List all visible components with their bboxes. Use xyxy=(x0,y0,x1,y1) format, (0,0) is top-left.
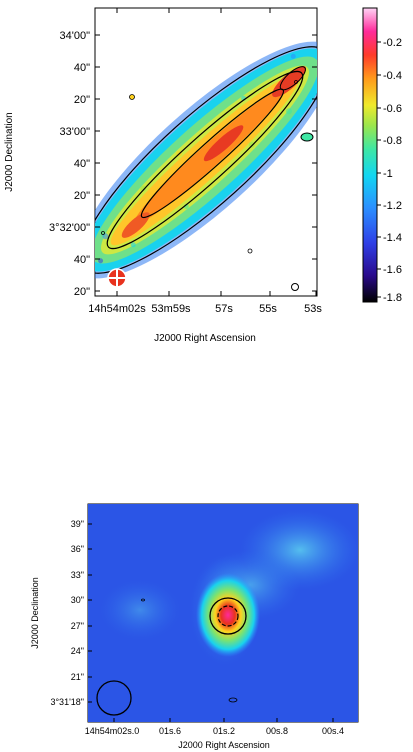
y-tick-label: 33" xyxy=(71,570,84,580)
bottom-figure: 39" 36" 33" 30" 27" 24" 21" 3°31'18" 14h… xyxy=(30,503,359,750)
y-tick-label: 40" xyxy=(74,158,90,170)
colorbar-tick-label: -1 xyxy=(383,168,393,180)
x-tick-label: 14h54m02s xyxy=(88,303,146,315)
x-tick-label: 01s.6 xyxy=(159,726,181,736)
colorbar-tick-label: -1.2 xyxy=(383,200,402,212)
y-tick-label: 34'00" xyxy=(60,30,91,42)
x-tick-label: 55s xyxy=(259,303,277,315)
y-tick-label: 24" xyxy=(71,646,84,656)
top-y-axis: 34'00" 40" 20" 33'00" 40" 20" 3°32'00" 4… xyxy=(49,30,317,298)
beam-ellipse xyxy=(96,680,132,716)
top-figure: 34'00" 40" 20" 33'00" 40" 20" 3°32'00" 4… xyxy=(4,7,402,344)
colorbar-tick-label: -0.6 xyxy=(383,103,402,115)
galaxy-image xyxy=(95,41,317,291)
y-tick-label: 20" xyxy=(74,94,90,106)
x-tick-label: 00s.4 xyxy=(322,726,344,736)
source-cross-marker xyxy=(107,268,127,288)
colorbar-tick-label: -1.6 xyxy=(383,264,402,276)
x-tick-label: 53s xyxy=(304,303,322,315)
top-x-axis: 14h54m02s 53m59s 57s 55s 53s xyxy=(88,8,322,315)
x-tick-label: 57s xyxy=(215,303,233,315)
y-tick-label: 20" xyxy=(74,190,90,202)
x-tick-label: 53m59s xyxy=(151,303,191,315)
x-tick-label: 01s.2 xyxy=(213,726,235,736)
x-tick-label: 00s.8 xyxy=(266,726,288,736)
colorbar-tick-label: -0.8 xyxy=(383,135,402,147)
colorbar-tick-label: -0.2 xyxy=(383,37,402,49)
bottom-y-axis-title: J2000 Declination xyxy=(30,577,40,649)
top-y-axis-title: J2000 Declination xyxy=(4,112,15,192)
y-tick-label: 20" xyxy=(74,286,90,298)
y-tick-label: 21" xyxy=(71,672,84,682)
top-x-axis-title: J2000 Right Ascension xyxy=(154,333,256,344)
colorbar-tick-label: -1.4 xyxy=(383,232,402,244)
colorbar-tick-label: -0.4 xyxy=(383,70,402,82)
y-tick-label: 3°31'18" xyxy=(50,697,84,707)
bottom-y-axis: 39" 36" 33" 30" 27" 24" 21" 3°31'18" xyxy=(50,519,92,707)
zoom-image xyxy=(88,504,358,722)
y-tick-label: 33'00" xyxy=(60,126,91,138)
colorbar-tick-label: -1.8 xyxy=(383,292,402,304)
y-tick-label: 36" xyxy=(71,544,84,554)
bottom-x-axis: 14h54m02s.0 01s.6 01s.2 00s.8 00s.4 xyxy=(85,718,344,736)
y-tick-label: 40" xyxy=(74,254,90,266)
y-tick-label: 3°32'00" xyxy=(49,222,90,234)
y-tick-label: 27" xyxy=(71,621,84,631)
x-tick-label: 14h54m02s.0 xyxy=(85,726,140,736)
colorbar: -0.2 -0.4 -0.6 -0.8 -1 -1.2 -1.4 -1.6 -1… xyxy=(362,7,402,304)
y-tick-label: 40" xyxy=(74,62,90,74)
y-tick-label: 39" xyxy=(71,519,84,529)
bottom-x-axis-title: J2000 Right Ascension xyxy=(178,740,270,750)
y-tick-label: 30" xyxy=(71,595,84,605)
